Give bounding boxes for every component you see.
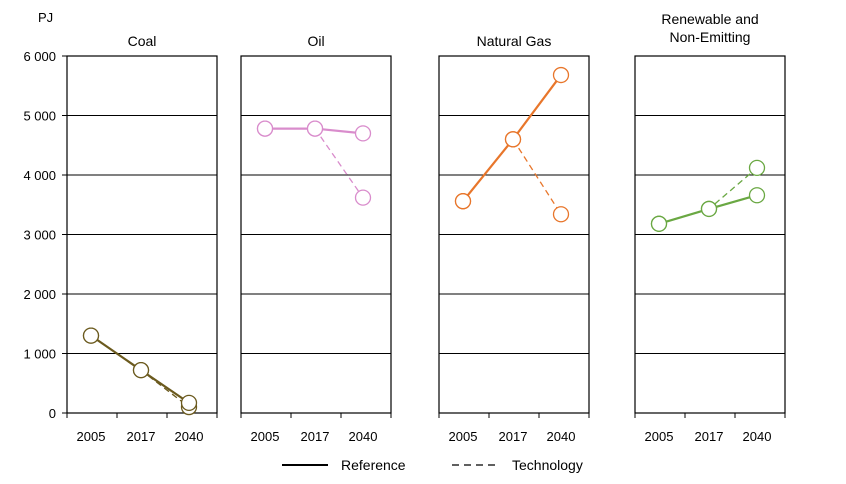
x-tick-label: 2040 [349, 429, 378, 444]
y-tick-label: 1 000 [23, 347, 56, 362]
y-tick-label: 3 000 [23, 228, 56, 243]
y-tick-label: 2 000 [23, 287, 56, 302]
reference-point [748, 187, 766, 204]
panel-frame [240, 55, 392, 414]
reference-point [82, 327, 100, 344]
y-axis-ticks: 6 000 5 000 4 000 3 000 2 000 1 000 0 [23, 49, 56, 421]
x-tick-label: 2017 [301, 429, 330, 444]
x-tick-label: 2040 [547, 429, 576, 444]
panel: Renewable and Non-Emitting 2005 2017 2040 [634, 11, 786, 444]
reference-point [504, 131, 522, 148]
x-tick-label: 2017 [127, 429, 156, 444]
panel-title: Renewable and [661, 11, 758, 27]
panel-title: Oil [307, 33, 324, 49]
x-tick-label: 2005 [77, 429, 106, 444]
legend: Reference Technology [282, 457, 583, 473]
panel: Natural Gas 2005 2017 2040 [438, 33, 590, 444]
y-axis-unit-label: PJ [38, 10, 53, 25]
panel: Oil 2005 2017 2040 [240, 33, 392, 444]
y-tick-label: 5 000 [23, 109, 56, 124]
panel-title: Natural Gas [477, 33, 552, 49]
reference-point [650, 215, 668, 232]
panel-title: Coal [128, 33, 157, 49]
x-tick-label: 2005 [645, 429, 674, 444]
y-tick-label: 0 [49, 406, 56, 421]
legend-technology-label: Technology [512, 457, 583, 473]
panel-title: Non-Emitting [670, 29, 751, 45]
reference-point [354, 125, 372, 142]
x-tick-label: 2005 [251, 429, 280, 444]
reference-point [454, 193, 472, 210]
x-tick-label: 2017 [499, 429, 528, 444]
y-tick-label: 4 000 [23, 168, 56, 183]
x-tick-label: 2040 [175, 429, 204, 444]
legend-reference-label: Reference [341, 457, 406, 473]
reference-point [306, 120, 324, 137]
panel-frame [438, 55, 590, 414]
technology-series-line [265, 127, 364, 198]
reference-point [256, 120, 274, 137]
technology-point [552, 206, 570, 223]
technology-series-line [462, 138, 562, 215]
panel-frame [634, 55, 786, 414]
x-tick-label: 2005 [449, 429, 478, 444]
x-tick-label: 2040 [743, 429, 772, 444]
panel: Coal 2005 2017 2040 [62, 33, 218, 444]
y-tick-label: 6 000 [23, 49, 56, 64]
x-tick-label: 2017 [695, 429, 724, 444]
reference-point [132, 362, 150, 379]
reference-point [180, 394, 198, 412]
reference-point [700, 200, 718, 218]
technology-point [748, 159, 766, 177]
technology-point [354, 189, 372, 206]
reference-point [552, 66, 570, 84]
